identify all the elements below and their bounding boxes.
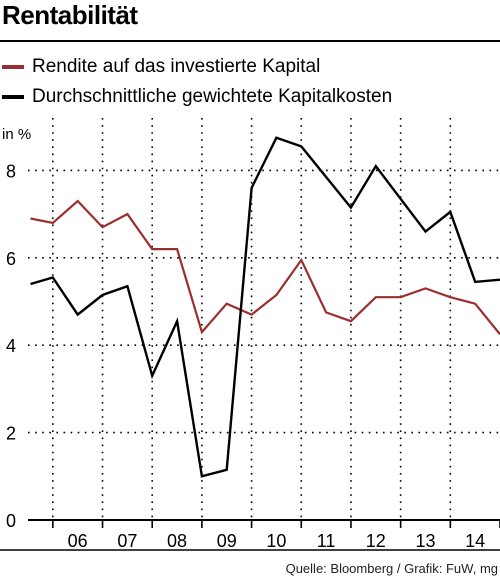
legend-swatch-rendite <box>2 65 24 69</box>
legend-label-rendite: Rendite auf das investierte Kapital <box>32 56 321 77</box>
x-tick-label: 14 <box>465 531 485 551</box>
series-line-kapitalkosten <box>30 136 500 478</box>
source-note: Quelle: Bloomberg / Grafik: FuW, mg <box>285 561 498 576</box>
y-tick-label: 2 <box>6 424 16 444</box>
y-tick-label: 4 <box>6 336 16 356</box>
y-tick-label: 0 <box>6 511 16 531</box>
x-tick-label: 07 <box>117 531 137 551</box>
legend-item-kapitalkosten: Durchschnittliche gewichtete Kapitalkost… <box>2 86 392 108</box>
series-lines <box>30 136 500 478</box>
legend-swatch-kapitalkosten <box>2 95 24 99</box>
x-axis-ticks: 06 07 08 09 10 11 12 13 14 <box>0 520 500 551</box>
chart-title: Rentabilität <box>2 0 138 30</box>
y-axis-ticks: 0 2 4 6 8 <box>6 161 16 531</box>
x-tick-label: 13 <box>415 531 435 551</box>
y-axis-label: in % <box>2 126 31 143</box>
grid <box>28 118 500 521</box>
legend-label-kapitalkosten: Durchschnittliche gewichtete Kapitalkost… <box>32 86 393 107</box>
x-tick-label: 08 <box>167 531 187 551</box>
x-tick-label: 11 <box>317 531 336 551</box>
x-tick-label: 09 <box>217 531 237 551</box>
title-rule <box>0 40 500 42</box>
series-line-rendite <box>30 199 500 335</box>
legend-item-rendite: Rendite auf das investierte Kapital <box>2 56 320 78</box>
x-tick-label: 10 <box>266 531 286 551</box>
x-tick-label: 06 <box>68 531 88 551</box>
y-tick-label: 6 <box>6 249 16 269</box>
x-tick-label: 12 <box>366 531 386 551</box>
y-tick-label: 8 <box>6 161 16 181</box>
